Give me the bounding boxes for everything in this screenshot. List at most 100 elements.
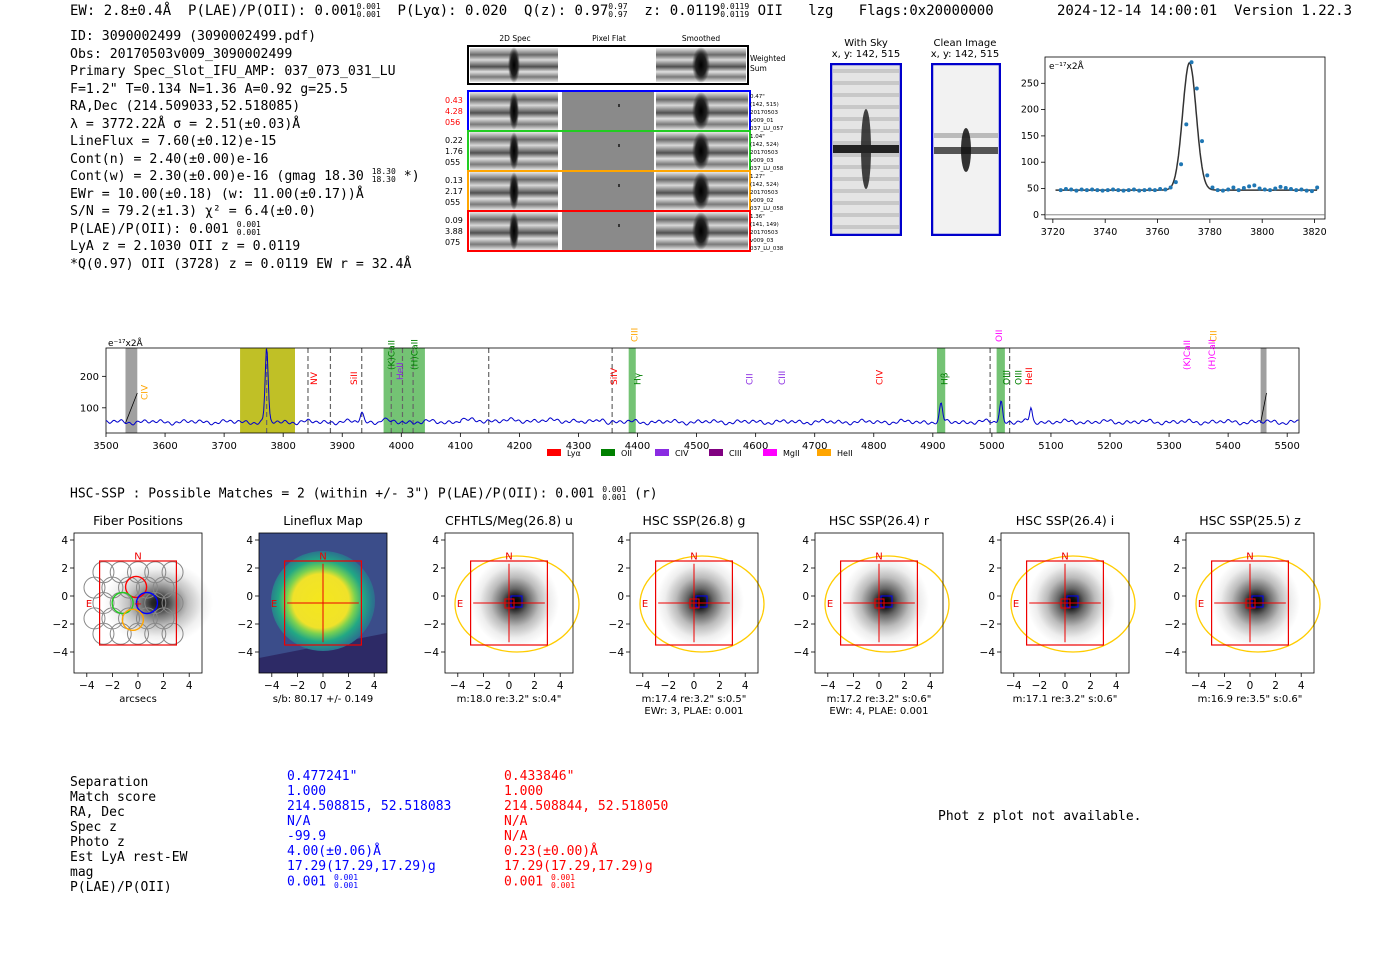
line-fit-chart: e⁻¹⁷x2Å 3720 3740 3760 3780 3800 3820 0 50 100 15… — [1021, 56, 1327, 235]
fit-data-point — [1116, 188, 1121, 193]
spectrum-line-label: CII — [1209, 330, 1219, 342]
cutout-row-stat: 0.22 — [445, 136, 463, 145]
panel-x-tick: 4 — [927, 680, 934, 692]
fit-data-point — [1105, 188, 1110, 193]
fit-data-point — [1090, 187, 1095, 192]
hsc-title: HSC-SSP : Possible Matches = 2 (within +… — [70, 485, 658, 502]
fit-data-point — [1215, 188, 1220, 193]
spectrum-x-tick: 5100 — [1038, 441, 1063, 452]
search-box — [98, 560, 178, 646]
cutout-row-meta: 1.27" — [750, 174, 765, 180]
cutout-row-meta: 20170503 — [750, 190, 778, 196]
fit-y-tick: 0 — [1033, 210, 1039, 221]
col-label-pixelflat: Pixel Flat — [592, 34, 626, 43]
north-label: N — [1246, 551, 1253, 562]
panel-x-tick: −4 — [635, 680, 651, 692]
fit-x-tick: 3760 — [1145, 227, 1169, 235]
panel-x-tick: 2 — [716, 680, 723, 692]
weighted-sum-label-1: Weighted — [750, 54, 786, 63]
fit-data-point — [1147, 187, 1152, 192]
panel-6: HSC SSP(26.4) i N E 4 2 0 −2 −4 −4 −2 0 2 4 m:17.1 re… — [980, 513, 1136, 705]
fiber-highlight — [111, 591, 134, 615]
legend-label: CIII — [729, 449, 742, 458]
info-ewr: EWr = 10.00(±0.18) (w: 11.00(±0.17))Å — [70, 186, 364, 202]
fit-y-tick: 150 — [1021, 131, 1039, 142]
spectrum-line-label: NV — [310, 371, 320, 385]
info-contw: Cont(w) = 2.30(±0.00)e-16 (gmag 18.30 18… — [70, 167, 420, 185]
fit-data-point — [1058, 188, 1063, 193]
spectrum-line-label: CIV — [140, 384, 150, 400]
panel-x-tick: 2 — [1087, 680, 1094, 692]
fit-data-point — [1304, 188, 1309, 193]
fiber-circle — [109, 622, 132, 645]
fit-data-point — [1184, 122, 1189, 127]
spectrum-line-label: CIII — [631, 328, 641, 342]
spectrum-x-tick: 4500 — [684, 441, 709, 452]
panel-y-tick: −2 — [794, 619, 809, 631]
fit-data-point — [1262, 187, 1267, 192]
photz-message: Phot z plot not available. — [938, 809, 1142, 824]
cutout-row-stat: 056 — [445, 118, 460, 127]
cutout-row-meta: v009_03 — [750, 158, 774, 164]
match-box — [1251, 595, 1264, 608]
panel-x-tick: 4 — [371, 680, 378, 692]
panel-caption: m:17.1 re:3.2" s:0.6" — [1013, 694, 1118, 705]
spectrum-line-label: CIV — [876, 369, 886, 385]
fit-data-point — [1126, 188, 1131, 193]
panel-x-tick: −2 — [846, 680, 861, 692]
panel-y-tick: −4 — [1165, 647, 1181, 659]
cutout-grid: 2D Spec Pixel Flat Smoothed Weighted Sum… — [445, 34, 786, 252]
panel-y-tick: −2 — [1165, 619, 1180, 631]
spectrum-line-label: HeII — [1025, 367, 1035, 385]
fit-x-tick: 3820 — [1302, 227, 1326, 235]
cutout-row-meta: 1.04" — [750, 134, 765, 140]
cutout-row-meta: 037_LU_057 — [750, 126, 784, 132]
fit-y-tick: 50 — [1027, 183, 1039, 194]
spectrum-x-tick: 4200 — [507, 441, 532, 452]
panel-y-tick: −4 — [980, 647, 996, 659]
legend-label: CIV — [675, 449, 689, 458]
cutout-row-stat: 2.17 — [445, 187, 463, 196]
panel-y-tick: 2 — [432, 563, 439, 575]
spectrum-band — [936, 348, 946, 433]
legend-swatch — [547, 449, 561, 456]
fiber-highlight — [121, 608, 145, 632]
panel-y-tick: 0 — [61, 591, 68, 603]
spectrum-line-label: Hγ — [634, 372, 644, 385]
header-summary: EW: 2.8±0.4Å P(LAE)/P(OII): 0.001 0.001 0.… — [70, 2, 994, 20]
fit-data-point — [1236, 188, 1241, 193]
spectrum-band — [996, 348, 1005, 433]
east-label: E — [827, 599, 833, 610]
fit-data-point — [1079, 187, 1084, 192]
panel-y-tick: −2 — [53, 619, 68, 631]
spectrum-band — [1260, 348, 1267, 433]
panel-x-tick: 0 — [1062, 680, 1069, 692]
spectrum-line-label: Hβ — [941, 372, 951, 385]
panel-caption: EWr: 3, PLAE: 0.001 — [644, 706, 743, 717]
fiber-circle — [127, 622, 149, 645]
panel-y-tick: 2 — [617, 563, 624, 575]
cutout-row-meta: 037_LU_038 — [750, 246, 784, 252]
spectrum-line-label: CIII — [778, 371, 788, 385]
cutout-row-meta: 037_LU_058 — [750, 206, 784, 212]
panel-x-tick: 2 — [531, 680, 538, 692]
aperture-ellipse — [824, 555, 950, 653]
panel-title: HSC SSP(26.8) g — [643, 513, 746, 528]
spectrum-band — [383, 348, 425, 433]
panel-x-tick: 2 — [1272, 680, 1279, 692]
panel-x-tick: 0 — [1247, 680, 1254, 692]
panel-x-tick: 0 — [876, 680, 883, 692]
spectrum-y-tick: 200 — [80, 372, 99, 383]
panel-y-tick: −4 — [794, 647, 810, 659]
panel-1: Fiber Positions + N E 4 2 0 −2 −4 −4 −2 0 2 4 arcsecs — [53, 513, 213, 705]
panel-x-tick: −2 — [661, 680, 676, 692]
east-label: E — [642, 599, 648, 610]
spectrum-line-label: SiIV — [610, 367, 620, 385]
panel-caption: arcsecs — [119, 694, 157, 705]
fiber-circle — [135, 576, 158, 599]
search-box — [470, 560, 549, 646]
info-fwhm: F=1.2" T=0.134 N=1.36 A=0.92 g=25.5 — [70, 81, 348, 97]
spectrum-x-tick: 4100 — [448, 441, 473, 452]
fiber-circle — [144, 622, 167, 645]
panel-x-tick: 2 — [160, 680, 167, 692]
